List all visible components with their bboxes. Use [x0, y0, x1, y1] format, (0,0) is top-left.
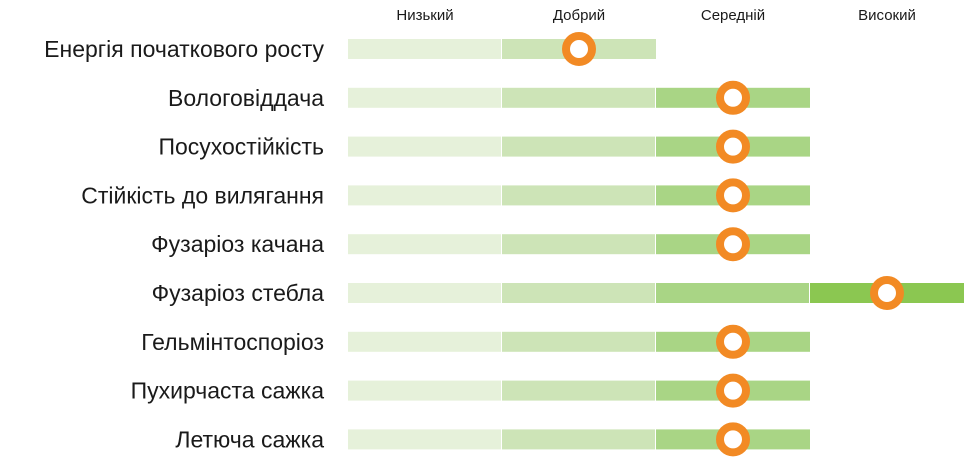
- row-label: Фузаріоз качана: [151, 231, 324, 257]
- bar-segment: [348, 87, 501, 108]
- bar-segment: [348, 380, 501, 401]
- bar-segment: [348, 331, 501, 352]
- row-label: Фузаріоз стебла: [152, 280, 325, 306]
- bar-segment: [348, 136, 501, 157]
- bar-segment: [502, 136, 655, 157]
- bar-segment: [348, 185, 501, 206]
- bar-segment: [502, 331, 655, 352]
- rating-marker: [716, 373, 750, 408]
- chart-row: Енергія початкового росту: [44, 32, 656, 66]
- bar-segment: [656, 283, 809, 303]
- chart-row: Летюча сажка: [175, 422, 810, 457]
- level-header-4: Високий: [858, 7, 916, 24]
- bar-segment: [348, 234, 501, 255]
- row-label: Гельмінтоспоріоз: [141, 329, 324, 355]
- chart-row: Фузаріоз качана: [151, 227, 810, 262]
- rating-marker: [716, 422, 750, 457]
- bar-segment: [348, 283, 501, 303]
- row-label: Вологовіддача: [168, 85, 324, 111]
- row-label: Пухирчаста сажка: [131, 378, 325, 404]
- rating-marker: [716, 227, 750, 262]
- level-header-3: Середній: [701, 7, 765, 24]
- chart-row: Пухирчаста сажка: [131, 373, 810, 408]
- bar-segment: [348, 39, 501, 59]
- rating-marker: [716, 324, 750, 359]
- chart-row: Фузаріоз стебла: [152, 276, 964, 310]
- level-header-1: Низький: [396, 7, 453, 24]
- chart-row: Гельмінтоспоріоз: [141, 324, 810, 359]
- bar-segment: [502, 234, 655, 255]
- chart-row: Стійкість до вилягання: [81, 178, 810, 213]
- rating-marker: [870, 276, 904, 310]
- chart-row: Вологовіддача: [168, 80, 810, 115]
- rating-marker: [716, 80, 750, 115]
- rating-marker: [562, 32, 596, 66]
- chart-row: Посухостійкість: [158, 129, 810, 164]
- rating-marker: [716, 178, 750, 213]
- bar-segment: [502, 380, 655, 401]
- rows: Енергія початкового росту Вологовіддача По…: [44, 32, 964, 457]
- row-label: Посухостійкість: [158, 134, 324, 160]
- row-label: Стійкість до вилягання: [81, 182, 324, 208]
- bar-segment: [502, 283, 655, 303]
- row-label: Енергія початкового росту: [44, 36, 324, 62]
- row-label: Летюча сажка: [175, 426, 324, 452]
- level-headers: Низький Добрий Середній Високий: [396, 7, 915, 24]
- bar-segment: [348, 429, 501, 450]
- bar-segment: [502, 429, 655, 450]
- level-header-2: Добрий: [553, 7, 605, 24]
- bar-segment: [502, 185, 655, 206]
- bar-segment: [502, 87, 655, 108]
- rating-marker: [716, 129, 750, 164]
